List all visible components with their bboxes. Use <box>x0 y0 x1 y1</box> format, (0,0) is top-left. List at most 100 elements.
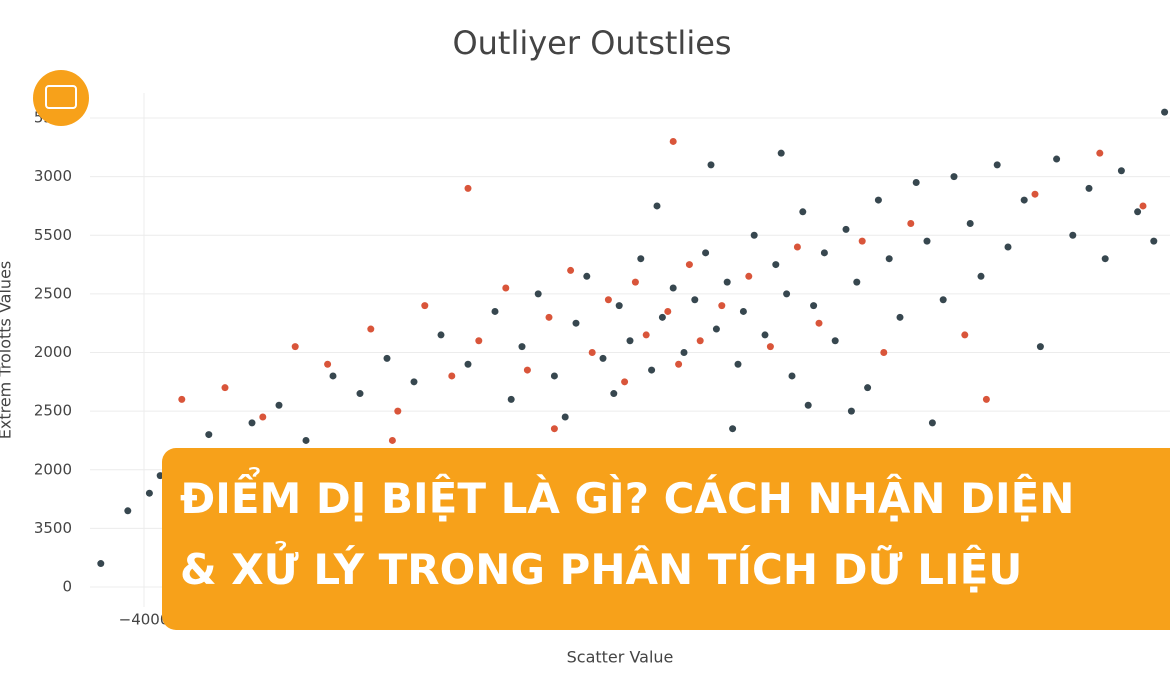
point <box>588 349 596 356</box>
y-tick-label: 3500 <box>34 519 72 537</box>
point <box>993 161 1001 169</box>
point <box>853 278 861 286</box>
point <box>874 196 882 204</box>
point <box>502 284 510 292</box>
point <box>464 360 472 368</box>
point <box>707 161 715 169</box>
point <box>567 266 575 274</box>
point <box>1085 184 1093 192</box>
point <box>626 337 634 345</box>
point <box>723 278 731 286</box>
point <box>777 149 785 157</box>
logo <box>33 70 89 126</box>
point <box>302 436 310 444</box>
point <box>750 231 758 239</box>
point <box>982 395 990 403</box>
point <box>729 425 737 433</box>
point <box>178 395 186 403</box>
point <box>631 278 639 286</box>
point <box>977 272 985 280</box>
point <box>880 349 888 356</box>
point <box>864 384 872 392</box>
banner: ĐIỂM DỊ BIỆT LÀ GÌ? CÁCH NHẬN DIỆN & XỬ … <box>162 448 1170 630</box>
point <box>464 184 472 192</box>
logo-icon <box>45 85 77 109</box>
point <box>858 237 866 245</box>
point <box>437 331 445 339</box>
point <box>793 243 801 251</box>
point <box>518 343 526 351</box>
point <box>685 261 693 269</box>
point <box>1053 155 1061 163</box>
point <box>367 325 375 333</box>
point <box>772 261 780 269</box>
point <box>145 489 153 497</box>
point <box>97 560 105 568</box>
point <box>275 401 283 409</box>
point <box>820 249 828 257</box>
point <box>324 360 332 368</box>
point <box>642 331 650 339</box>
banner-line: ĐIỂM DỊ BIỆT LÀ GÌ? CÁCH NHẬN DIỆN <box>180 474 1075 523</box>
point <box>1101 255 1109 263</box>
point <box>696 337 704 345</box>
point <box>248 419 256 427</box>
points <box>97 108 1169 568</box>
point <box>259 413 267 421</box>
point <box>205 431 213 439</box>
point <box>831 337 839 345</box>
point <box>669 137 677 145</box>
point <box>1134 208 1142 216</box>
point <box>734 360 742 368</box>
point <box>610 390 618 398</box>
point <box>583 272 591 280</box>
point <box>939 296 947 304</box>
point <box>804 401 812 409</box>
point <box>221 384 229 392</box>
point <box>675 360 683 368</box>
point <box>783 290 791 298</box>
point <box>523 366 531 374</box>
point <box>766 343 774 351</box>
point <box>1036 343 1044 351</box>
point <box>896 313 904 321</box>
point <box>961 331 969 339</box>
point <box>410 378 418 386</box>
point <box>1031 190 1039 198</box>
point <box>637 255 645 263</box>
point <box>572 319 580 327</box>
point <box>691 296 699 304</box>
point <box>810 302 818 310</box>
y-tick-label: 2000 <box>34 343 72 361</box>
chart-title: Outliyer Outstlies <box>452 24 731 62</box>
y-tick-label: 2000 <box>34 460 72 478</box>
point <box>550 372 558 380</box>
point <box>815 319 823 327</box>
point <box>761 331 769 339</box>
point <box>550 425 558 433</box>
point <box>669 284 677 292</box>
point <box>702 249 710 257</box>
point <box>383 354 391 362</box>
point <box>966 220 974 228</box>
point <box>718 302 726 310</box>
point <box>847 407 855 415</box>
point <box>745 272 753 280</box>
point <box>648 366 656 374</box>
point <box>680 349 688 356</box>
point <box>291 343 299 351</box>
point <box>907 220 915 228</box>
point <box>788 372 796 380</box>
point <box>545 313 553 321</box>
point <box>534 290 542 298</box>
point <box>604 296 612 304</box>
point <box>507 395 515 403</box>
y-tick-label: 5500 <box>34 226 72 244</box>
point <box>1150 237 1158 245</box>
point <box>475 337 483 345</box>
point <box>923 237 931 245</box>
y-axis-label: Extrem Trolotts Values <box>0 261 15 440</box>
y-tick-label: 0 <box>62 578 72 596</box>
point <box>1004 243 1012 251</box>
